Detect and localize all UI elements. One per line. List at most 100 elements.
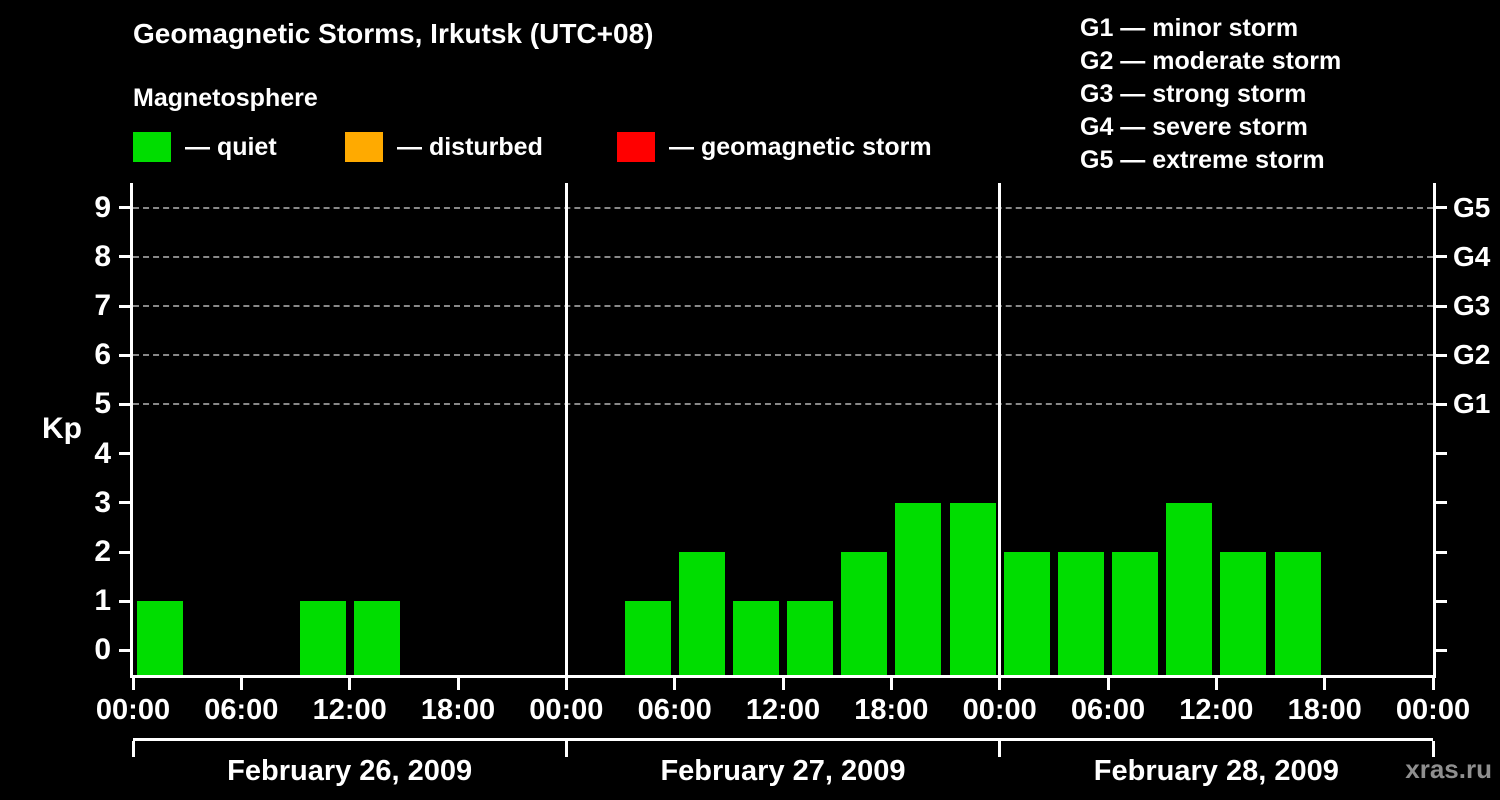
storm-color-swatch xyxy=(617,132,655,162)
y-axis-tick xyxy=(1433,304,1447,308)
y-axis-label: 2 xyxy=(94,535,111,568)
y-axis-tick xyxy=(1433,599,1447,603)
x-axis-tick xyxy=(1106,678,1110,690)
x-axis-label: 12:00 xyxy=(312,694,387,726)
legend-label-storm: — geomagnetic storm xyxy=(669,132,932,161)
kp-bar xyxy=(137,601,184,675)
x-axis-label: 00:00 xyxy=(962,694,1037,726)
x-axis-label: 00:00 xyxy=(1395,694,1471,726)
g-scale-legend: G1 — minor storm G2 — moderate storm G3 … xyxy=(1080,12,1341,177)
x-axis-tick xyxy=(239,678,243,690)
date-axis-tick xyxy=(1431,741,1435,757)
quiet-color-swatch xyxy=(133,132,171,162)
g-scale-label: G1 xyxy=(1453,388,1491,420)
kp-bar xyxy=(1003,552,1050,675)
kp-bar xyxy=(1274,552,1321,675)
y-axis-tick xyxy=(119,648,133,652)
kp-bar xyxy=(787,601,834,675)
g-scale-label: G2 xyxy=(1453,339,1491,371)
g-scale-legend-item: G3 — strong storm xyxy=(1080,80,1307,108)
g-scale-label: G3 xyxy=(1453,290,1491,321)
y-axis-tick xyxy=(119,550,133,554)
y-axis-label: 5 xyxy=(94,387,111,421)
date-axis-tick xyxy=(131,741,135,757)
g-scale-legend-item: G2 — moderate storm xyxy=(1080,47,1342,75)
legend-label-quiet: — quiet xyxy=(185,132,277,161)
x-axis-label: 00:00 xyxy=(95,694,171,726)
page-title: Geomagnetic Storms, Irkutsk (UTC+08) xyxy=(133,18,654,49)
legend-item-storm: — geomagnetic storm xyxy=(617,131,932,163)
x-axis-tick xyxy=(456,678,460,690)
x-axis-label: 12:00 xyxy=(745,694,821,726)
y-axis-label: 0 xyxy=(94,633,111,667)
y-axis-label: 9 xyxy=(94,190,111,224)
x-axis-tick xyxy=(348,678,352,690)
legend-label-disturbed: — disturbed xyxy=(397,132,543,161)
g-scale-legend-item: G5 — extreme storm xyxy=(1080,146,1325,174)
day-divider xyxy=(564,183,568,675)
x-axis-tick xyxy=(131,678,135,690)
x-axis-label: 06:00 xyxy=(637,694,712,726)
y-axis-tick xyxy=(119,304,133,308)
legend-item-quiet: — quiet xyxy=(133,131,277,163)
x-axis-label: 12:00 xyxy=(1179,694,1254,726)
x-axis-label: 18:00 xyxy=(854,694,929,726)
g-scale-label: G4 xyxy=(1453,240,1491,272)
y-axis-tick xyxy=(119,599,133,603)
y-axis-tick xyxy=(119,402,133,406)
kp-bar xyxy=(732,601,779,675)
kp-bar xyxy=(353,601,400,675)
x-axis-tick xyxy=(781,678,785,690)
x-axis-tick xyxy=(889,678,893,690)
x-axis-label: 18:00 xyxy=(420,694,496,726)
x-axis-tick xyxy=(1214,678,1218,690)
y-axis-tick xyxy=(1433,452,1447,456)
y-axis-tick xyxy=(1433,402,1447,406)
x-axis-tick xyxy=(1323,678,1327,690)
y-axis-tick xyxy=(119,452,133,456)
kp-bar xyxy=(1112,552,1159,675)
y-axis-label: 1 xyxy=(94,584,111,618)
y-axis-tick xyxy=(1433,255,1447,259)
watermark: xras.ru xyxy=(1405,754,1492,784)
kp-bar xyxy=(299,601,346,675)
gridline xyxy=(133,206,1433,209)
x-axis-tick xyxy=(1431,678,1435,690)
x-axis-tick xyxy=(998,678,1002,690)
g-scale-label: G5 xyxy=(1453,191,1491,223)
y-axis-tick xyxy=(1433,353,1447,357)
plot-area xyxy=(130,183,1436,678)
kp-bar xyxy=(624,601,671,675)
y-axis-label: 6 xyxy=(94,338,111,372)
x-axis-label: 00:00 xyxy=(529,694,604,726)
gridline xyxy=(133,255,1433,258)
x-axis-label: 06:00 xyxy=(1070,694,1146,726)
date-label: February 26, 2009 xyxy=(227,755,473,787)
y-axis-tick xyxy=(1433,550,1447,554)
chart-subtitle: Magnetosphere xyxy=(133,84,318,112)
x-axis-label: 06:00 xyxy=(204,694,279,726)
kp-bar xyxy=(895,502,942,675)
date-axis-tick xyxy=(564,741,568,757)
date-label: February 27, 2009 xyxy=(660,755,906,787)
y-axis-label: 3 xyxy=(94,485,111,519)
kp-bar xyxy=(1057,552,1104,675)
y-axis-tick xyxy=(119,501,133,505)
g-scale-legend-item: G4 — severe storm xyxy=(1080,113,1308,141)
gridline xyxy=(133,403,1433,406)
date-axis-tick xyxy=(998,741,1002,757)
x-axis-label: 18:00 xyxy=(1287,694,1362,726)
g-scale-legend-item: G1 — minor storm xyxy=(1080,14,1299,42)
disturbed-color-swatch xyxy=(345,132,383,162)
y-axis-tick xyxy=(119,255,133,259)
y-axis-title: Kp xyxy=(42,412,82,445)
date-axis-line xyxy=(133,738,1433,741)
gridline xyxy=(133,305,1433,307)
y-axis-tick xyxy=(119,206,133,210)
y-axis-label: 8 xyxy=(94,239,111,273)
date-label: February 28, 2009 xyxy=(1093,755,1339,787)
y-axis-label: 7 xyxy=(94,289,111,322)
x-axis-tick xyxy=(564,678,568,690)
kp-bar xyxy=(678,552,725,675)
